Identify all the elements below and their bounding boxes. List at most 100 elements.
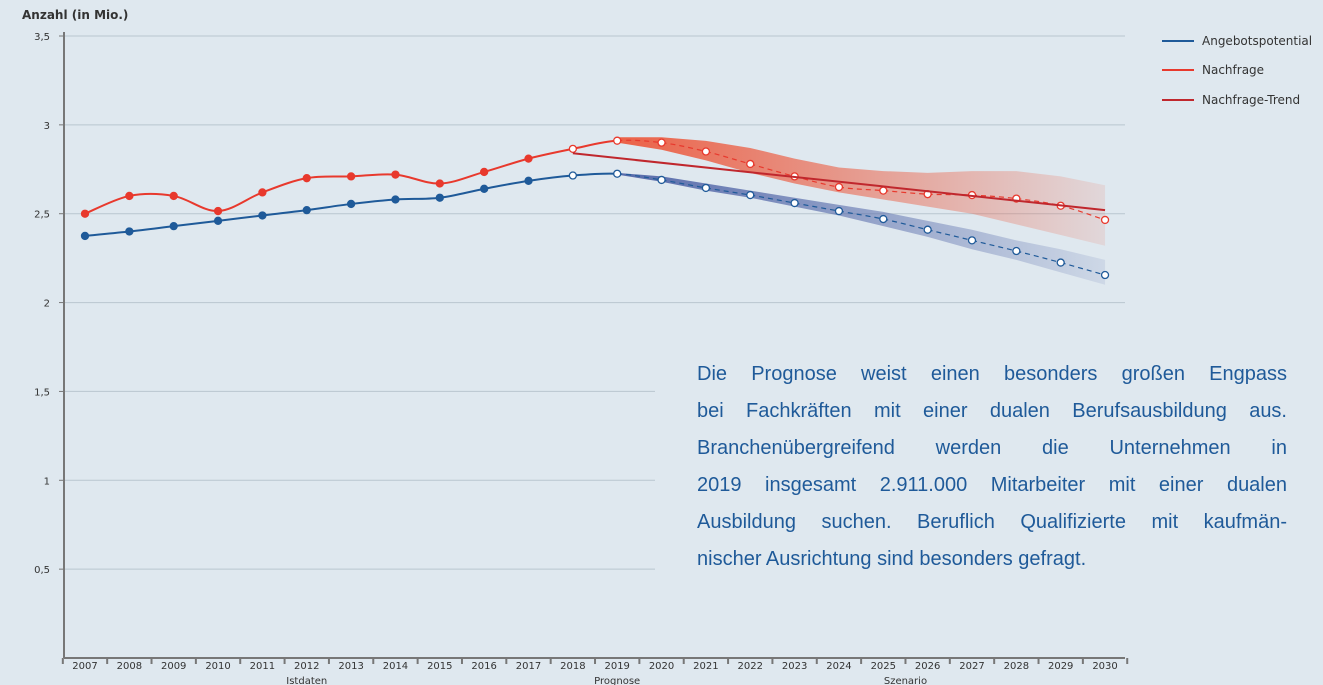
line-segment bbox=[483, 179, 529, 190]
point-marker bbox=[568, 171, 577, 180]
point-marker bbox=[258, 188, 267, 197]
x-tick-label: 2029 bbox=[1048, 661, 1073, 672]
point-marker bbox=[125, 191, 134, 201]
x-group-label: Szenario bbox=[884, 676, 927, 685]
point-marker bbox=[613, 169, 622, 178]
annotation-line: Ausbildung suchen. Beruflich Qualifizier… bbox=[697, 511, 1287, 533]
x-tick-label: 2028 bbox=[1004, 661, 1029, 672]
x-tick-label: 2026 bbox=[915, 661, 940, 672]
annotation: Die Prognose weist einen besonders große… bbox=[655, 350, 1287, 584]
x-group-label: Istdaten bbox=[286, 676, 327, 685]
y-tick-label: 3,5 bbox=[34, 32, 50, 43]
y-axis-title: Anzahl (in Mio.) bbox=[22, 8, 128, 22]
annotation-line: Branchenübergreifend werden die Unterneh… bbox=[697, 437, 1287, 459]
point-marker bbox=[391, 195, 400, 204]
line-segment bbox=[262, 177, 307, 194]
point-marker bbox=[391, 170, 400, 179]
annotation-line: Die Prognose weist einen besonders große… bbox=[697, 363, 1287, 385]
x-tick-label: 2019 bbox=[604, 661, 629, 672]
point-marker bbox=[746, 190, 755, 200]
y-tick-label: 2 bbox=[44, 299, 50, 310]
point-marker bbox=[213, 216, 223, 225]
trend-line bbox=[572, 152, 1106, 212]
x-tick-label: 2022 bbox=[738, 661, 763, 672]
point-marker bbox=[834, 182, 844, 192]
annotation-line: bei Fachkräften mit einer dualen Berufsa… bbox=[697, 400, 1287, 422]
line-segment bbox=[217, 214, 263, 222]
line-segment bbox=[572, 139, 618, 150]
line-segment bbox=[84, 230, 130, 237]
line-segment bbox=[262, 209, 307, 217]
x-tick-label: 2012 bbox=[294, 661, 319, 672]
point-marker bbox=[435, 193, 444, 202]
point-marker bbox=[1012, 246, 1021, 256]
line-segment bbox=[217, 191, 263, 213]
point-marker bbox=[346, 199, 356, 209]
point-marker bbox=[435, 179, 444, 188]
point-marker bbox=[80, 209, 90, 218]
point-marker bbox=[169, 191, 178, 201]
point-marker bbox=[568, 144, 577, 153]
point-marker bbox=[1100, 215, 1110, 225]
x-group-label: Prognose bbox=[594, 676, 640, 685]
point-marker bbox=[213, 206, 223, 216]
line-segment bbox=[173, 219, 219, 228]
x-tick-label: 2020 bbox=[649, 661, 674, 672]
x-tick-label: 2030 bbox=[1092, 661, 1117, 672]
x-tick-label: 2013 bbox=[338, 661, 363, 672]
point-marker bbox=[701, 147, 711, 156]
point-marker bbox=[1056, 258, 1065, 267]
point-marker bbox=[701, 183, 711, 193]
point-marker bbox=[302, 174, 311, 183]
annotation-line: nischer Ausrichtung sind besonders gefra… bbox=[697, 548, 1087, 570]
point-marker bbox=[302, 206, 311, 215]
annotation-line: 2019 insgesamt 2.911.000 Mitarbeiter mit… bbox=[697, 474, 1287, 496]
line-segment bbox=[129, 225, 174, 233]
point-marker bbox=[80, 231, 90, 241]
point-marker bbox=[1100, 270, 1110, 280]
point-marker bbox=[346, 172, 356, 181]
y-tick-label: 1,5 bbox=[34, 387, 50, 398]
x-tick-label: 2010 bbox=[205, 661, 230, 672]
x-tick-label: 2016 bbox=[471, 661, 496, 672]
x-tick-label: 2023 bbox=[782, 661, 807, 672]
line-segment bbox=[84, 194, 130, 215]
x-tick-label: 2009 bbox=[161, 661, 186, 672]
point-marker bbox=[790, 198, 799, 208]
x-tick-label: 2007 bbox=[72, 661, 97, 672]
point-marker bbox=[258, 211, 267, 220]
legend-label: Nachfrage-Trend bbox=[1202, 93, 1300, 107]
x-tick-label: 2027 bbox=[959, 661, 984, 672]
x-tick-label: 2021 bbox=[693, 661, 718, 672]
point-marker bbox=[613, 136, 622, 145]
point-marker bbox=[923, 225, 932, 234]
y-tick-label: 3 bbox=[44, 121, 50, 132]
line-segment bbox=[528, 147, 574, 160]
legend-label: Nachfrage bbox=[1202, 63, 1264, 77]
point-marker bbox=[879, 186, 888, 195]
point-marker bbox=[834, 206, 844, 216]
point-marker bbox=[125, 227, 134, 236]
x-tick-label: 2024 bbox=[826, 661, 851, 672]
line-segment bbox=[395, 173, 440, 185]
line-segment bbox=[351, 173, 396, 178]
line-segment bbox=[395, 196, 440, 201]
point-marker bbox=[169, 222, 178, 231]
line-segment bbox=[483, 157, 529, 173]
point-marker bbox=[524, 176, 533, 185]
x-tick-label: 2025 bbox=[871, 661, 896, 672]
point-marker bbox=[657, 138, 666, 147]
point-marker bbox=[479, 167, 489, 177]
line-segment bbox=[439, 170, 485, 185]
line-segment bbox=[439, 187, 485, 199]
line-segment bbox=[350, 198, 396, 205]
point-marker bbox=[524, 154, 533, 163]
line-segment bbox=[528, 174, 573, 182]
y-tick-label: 0,5 bbox=[34, 565, 50, 576]
point-marker bbox=[657, 175, 666, 185]
line-segment bbox=[306, 175, 352, 180]
legend-label: Angebotspotential bbox=[1202, 34, 1312, 48]
line-segment bbox=[572, 172, 618, 177]
x-tick-label: 2014 bbox=[383, 661, 408, 672]
